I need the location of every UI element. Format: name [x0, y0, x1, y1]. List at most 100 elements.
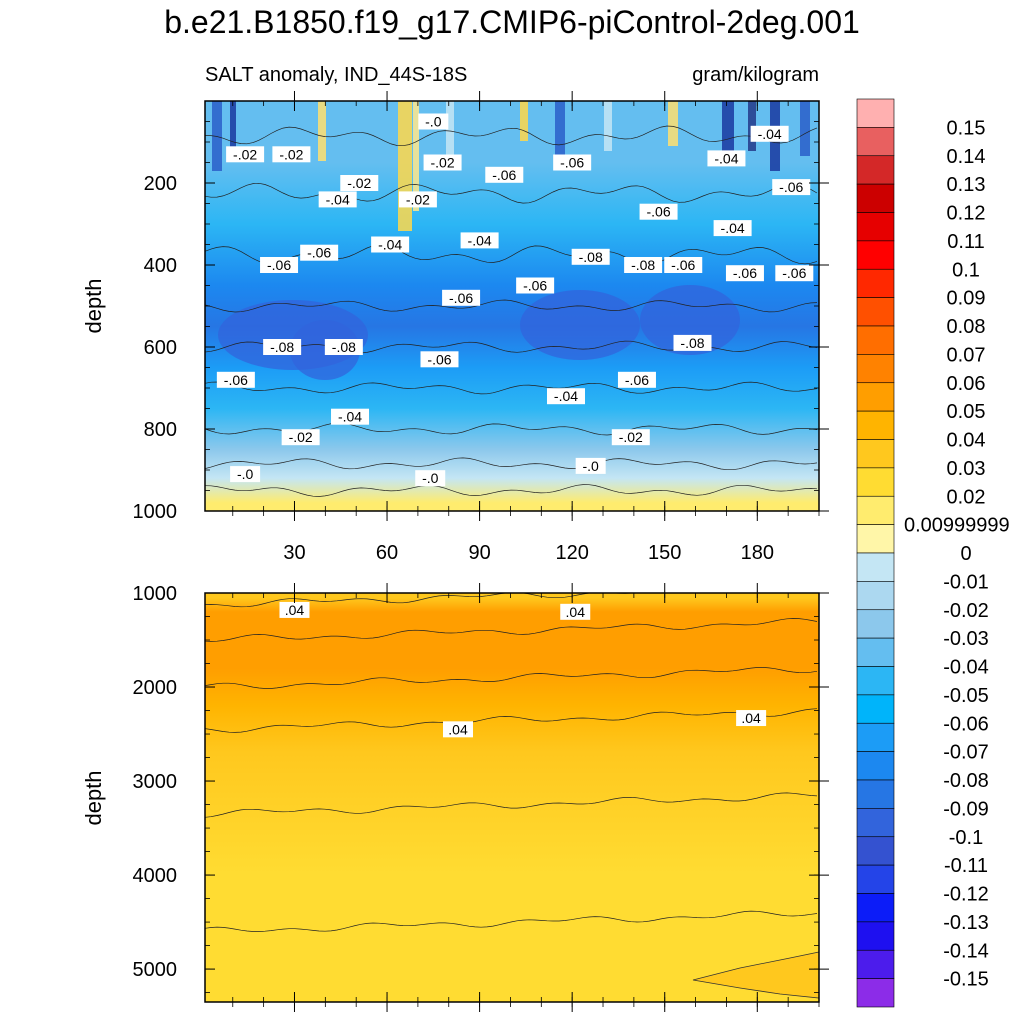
contour-label-box — [560, 603, 591, 620]
minimum-core — [520, 290, 640, 360]
contour-label-box — [340, 175, 379, 191]
colorbar-swatch — [856, 666, 895, 696]
contour-label-text: -.02 — [279, 146, 303, 162]
lower-panel: .04 .04 .04 .04 1000 2000 3000 4000 5000 depth — [81, 583, 829, 1012]
colorbar-swatch — [856, 836, 895, 866]
contour-label-box — [617, 371, 656, 388]
colorbar-label: 0.05 — [947, 401, 986, 423]
contour-label-text: -.04 — [758, 126, 782, 142]
contour-label: -.06 — [516, 277, 555, 294]
surface-streak — [668, 101, 678, 146]
contour-label-box — [443, 721, 474, 738]
contour-label-text: -.08 — [270, 339, 294, 355]
colorbar-label: -0.11 — [944, 855, 988, 877]
contour-label-text: -.06 — [646, 204, 670, 220]
contour-label-box — [725, 265, 764, 282]
contour-line — [204, 182, 818, 204]
colorbar-swatch — [856, 297, 895, 327]
contour-label: -.04 — [546, 388, 585, 405]
contour-label: -.08 — [324, 339, 363, 355]
lower-frame — [204, 592, 820, 1003]
colorbar-label: -0.1 — [949, 827, 983, 849]
y-tick-label: 4000 — [133, 865, 178, 887]
contour-label-box — [418, 113, 449, 130]
contour-label-text: -.04 — [468, 232, 492, 248]
colorbar-label: 0.15 — [947, 117, 986, 139]
contour-label: -.02 — [226, 146, 265, 163]
colorbar-label: 0.06 — [947, 373, 986, 395]
colorbar-swatch — [856, 382, 895, 412]
colorbar-swatch — [856, 240, 895, 270]
contour-label-text: -.04 — [714, 150, 738, 166]
contour-line — [204, 667, 818, 689]
lower-y-axis-title: depth — [81, 770, 106, 825]
x-tick-label: 30 — [283, 542, 305, 564]
colorbar-label: 0.12 — [947, 203, 986, 225]
contour-label-box — [673, 334, 712, 351]
contour-line — [204, 381, 818, 395]
surface-streak — [413, 101, 419, 211]
contour-label-box — [639, 203, 678, 220]
colorbar-label: -0.02 — [943, 600, 989, 622]
upper-y-axis-title: depth — [81, 278, 106, 333]
contour-label-box — [546, 388, 585, 405]
colorbar-swatch — [856, 609, 895, 639]
contour-label-box — [664, 257, 703, 273]
colorbar-swatch — [856, 581, 895, 611]
contour-label-text: -.04 — [721, 220, 745, 236]
contour-label-box — [230, 466, 261, 483]
contour-label-text: -.0 — [425, 114, 442, 130]
colorbar-label: -0.05 — [943, 685, 989, 707]
contour-line — [204, 457, 818, 471]
contour-label-text: .04 — [448, 721, 468, 737]
contour-label: -.06 — [725, 265, 764, 282]
contour-label-box — [750, 125, 789, 142]
contour-label-text: -.02 — [289, 429, 313, 445]
surface-streak — [398, 101, 412, 231]
contour-label: -.06 — [442, 289, 481, 306]
colorbar-swatch — [856, 694, 895, 724]
contour-label-box — [736, 710, 767, 727]
y-tick-label: 800 — [144, 419, 177, 441]
colorbar-swatch — [856, 183, 895, 213]
colorbar-label: -0.06 — [943, 713, 989, 735]
contour-label-box — [331, 408, 370, 425]
contour-label: -.06 — [617, 371, 656, 388]
contour-label-text: -.06 — [267, 257, 291, 273]
contour-label: -.06 — [553, 154, 592, 171]
contour-label-text: -.06 — [449, 290, 473, 306]
contour-label-text: -.0 — [583, 458, 600, 474]
colorbar-swatch — [856, 949, 895, 979]
colorbar-label: 0.03 — [947, 458, 986, 480]
contour-label: -.06 — [420, 351, 459, 368]
contour-label-box — [260, 257, 299, 273]
contour-label-box — [516, 277, 555, 294]
contour-label: -.0 — [575, 457, 606, 474]
contour-label: -.04 — [750, 125, 789, 142]
contour-label: -.06 — [775, 265, 814, 282]
contour-label: .04 — [279, 601, 310, 618]
contour-label-box — [423, 154, 462, 171]
lower-axis-ticks: 1000 2000 3000 4000 5000 — [133, 583, 829, 1012]
colorbar-swatch — [856, 779, 895, 809]
contour-label-box — [318, 191, 357, 208]
contour-label: -.0 — [230, 466, 261, 483]
colorbar: 0.15 0.14 0.13 0.12 0.11 0.1 0.09 0.08 0.07 0.06 0… — [856, 98, 1010, 1008]
x-tick-label: 120 — [555, 542, 588, 564]
colorbar-swatch — [856, 722, 895, 752]
upper-contour-labels: -.0-.02 -.02-.02-.02-.04-.02-.06-.06 -.04-… — [216, 113, 814, 487]
colorbar-swatch — [856, 212, 895, 242]
contour-label-text: -.06 — [427, 351, 451, 367]
page-title: b.e21.B1850.f19_g17.CMIP6-piControl-2deg… — [164, 4, 860, 40]
contour-label-text: -.08 — [332, 339, 356, 355]
contour-line — [204, 910, 818, 932]
y-tick-label: 2000 — [133, 677, 178, 699]
contour-label: -.02 — [611, 429, 650, 446]
contour-label-box — [772, 179, 811, 196]
contour-label: -.04 — [713, 220, 752, 237]
colorbar-swatch — [856, 921, 895, 951]
contour-label-text: -.06 — [492, 167, 516, 183]
y-tick-label: 1000 — [133, 501, 178, 523]
colorbar-swatch — [856, 524, 895, 554]
contour-label: -.0 — [418, 113, 449, 130]
